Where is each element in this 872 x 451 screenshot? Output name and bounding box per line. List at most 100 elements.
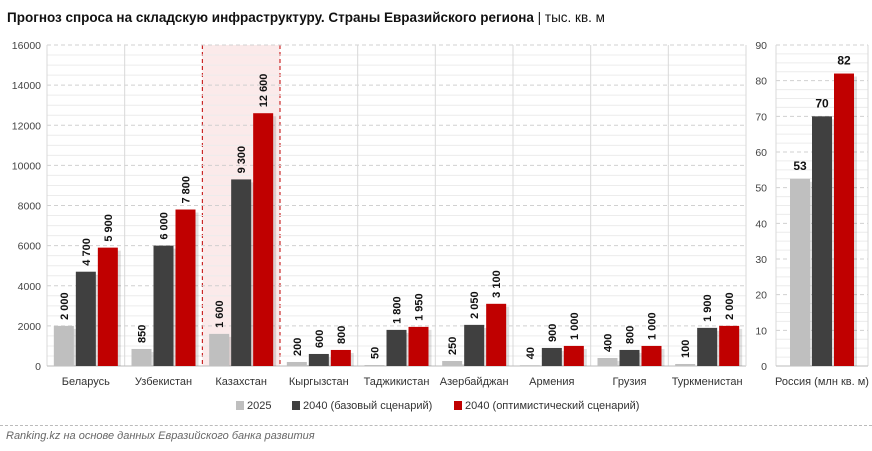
bar bbox=[97, 247, 118, 366]
bar bbox=[153, 245, 174, 366]
y-tick-label: 10 bbox=[755, 325, 767, 337]
y-tick-label: 16000 bbox=[12, 40, 41, 52]
y-tick-label: 14000 bbox=[12, 80, 41, 92]
data-label: 40 bbox=[525, 347, 537, 359]
bar bbox=[330, 349, 351, 366]
data-label: 5 900 bbox=[103, 214, 115, 242]
source-note: Ranking.kz на основе данных Евразийского… bbox=[6, 430, 315, 442]
data-label: 1 600 bbox=[214, 300, 226, 328]
data-label: 4 700 bbox=[81, 238, 93, 266]
data-label: 2 050 bbox=[469, 291, 481, 319]
bar bbox=[286, 361, 307, 366]
bar bbox=[131, 348, 152, 366]
y-tick-label: 8000 bbox=[18, 201, 42, 213]
data-label: 7 800 bbox=[181, 176, 193, 204]
x-tick-label: Туркменистан bbox=[672, 376, 743, 388]
bar bbox=[53, 325, 74, 366]
data-label: 9 300 bbox=[236, 146, 248, 174]
y-tick-label: 80 bbox=[755, 76, 767, 88]
data-label: 1 900 bbox=[702, 294, 714, 322]
bar bbox=[175, 209, 196, 366]
data-label: 600 bbox=[314, 330, 326, 348]
bar bbox=[812, 116, 832, 366]
bar bbox=[464, 324, 485, 366]
data-label: 1 000 bbox=[647, 312, 659, 340]
y-tick-label: 30 bbox=[755, 254, 767, 266]
bar bbox=[563, 345, 584, 366]
bar bbox=[597, 357, 618, 366]
x-tick-label: Беларусь bbox=[62, 376, 110, 388]
data-label: 82 bbox=[837, 54, 851, 68]
legend-swatch bbox=[236, 401, 244, 410]
bar bbox=[386, 329, 407, 366]
y-tick-label: 50 bbox=[755, 183, 767, 195]
data-label: 6 000 bbox=[159, 212, 171, 240]
x-tick-label: Казахстан bbox=[215, 376, 267, 388]
legend-label: 2025 bbox=[247, 400, 272, 412]
data-label: 53 bbox=[793, 159, 807, 173]
bar bbox=[442, 360, 463, 366]
x-tick-label: Кыргызстан bbox=[289, 376, 349, 388]
y-tick-label: 60 bbox=[755, 147, 767, 159]
y-tick-label: 20 bbox=[755, 290, 767, 302]
bar bbox=[834, 73, 854, 367]
bar bbox=[253, 113, 274, 367]
data-label: 70 bbox=[815, 96, 829, 110]
bar bbox=[619, 349, 640, 366]
y-tick-label: 40 bbox=[755, 218, 767, 230]
data-label: 3 100 bbox=[491, 270, 503, 298]
bar bbox=[231, 179, 252, 366]
data-label: 800 bbox=[336, 326, 348, 344]
data-label: 2 000 bbox=[724, 292, 736, 320]
y-tick-label: 6000 bbox=[18, 241, 42, 253]
data-label: 1 000 bbox=[569, 312, 581, 340]
bar bbox=[308, 353, 329, 366]
y-tick-label: 0 bbox=[761, 361, 767, 373]
data-label: 100 bbox=[680, 340, 692, 358]
legend-label: 2040 (базовый сценарий) bbox=[303, 400, 433, 412]
legend-swatch bbox=[292, 401, 300, 410]
data-label: 200 bbox=[292, 338, 304, 356]
legend-label: 2040 (оптимистический сценарий) bbox=[465, 400, 640, 412]
unit-text: | тыс. кв. м bbox=[537, 10, 605, 25]
bar bbox=[408, 326, 429, 366]
bar bbox=[209, 333, 230, 366]
x-tick-label: Таджикистан bbox=[364, 376, 430, 388]
y-tick-label: 4000 bbox=[18, 281, 42, 293]
bar bbox=[697, 327, 718, 366]
y-tick-label: 70 bbox=[755, 111, 767, 123]
data-label: 900 bbox=[547, 324, 559, 342]
bar bbox=[75, 271, 96, 366]
bar bbox=[364, 364, 385, 366]
data-label: 250 bbox=[447, 337, 459, 355]
y-tick-label: 2000 bbox=[18, 321, 42, 333]
y-tick-label: 10000 bbox=[12, 160, 41, 172]
legend-item-base: 2040 (базовый сценарий) bbox=[292, 400, 432, 412]
data-label: 50 bbox=[370, 347, 382, 359]
bar bbox=[519, 365, 540, 366]
x-tick-label: Грузия bbox=[613, 376, 647, 388]
legend-item-2025: 2025 bbox=[236, 400, 271, 412]
x-tick-label: Узбекистан bbox=[135, 376, 192, 388]
data-label: 1 800 bbox=[392, 296, 404, 324]
title-text: Прогноз спроса на складскую инфраструкту… bbox=[7, 10, 534, 25]
data-label: 800 bbox=[625, 326, 637, 344]
bar bbox=[541, 347, 562, 366]
data-label: 12 600 bbox=[258, 74, 270, 108]
bar bbox=[675, 363, 696, 366]
data-label: 1 950 bbox=[414, 293, 426, 321]
data-label: 2 000 bbox=[59, 292, 71, 320]
x-tick-label: Азербайджан bbox=[440, 376, 509, 388]
bar bbox=[790, 178, 810, 366]
bar bbox=[719, 325, 740, 366]
divider bbox=[0, 425, 872, 426]
data-label: 850 bbox=[137, 325, 149, 343]
chart-title: Прогноз спроса на складскую инфраструкту… bbox=[7, 10, 605, 25]
legend-swatch bbox=[454, 401, 462, 410]
data-label: 400 bbox=[603, 334, 615, 352]
y-tick-label: 0 bbox=[35, 361, 41, 373]
bar bbox=[641, 345, 662, 366]
x-tick-label: Россия (млн кв. м) bbox=[775, 376, 869, 388]
x-tick-label: Армения bbox=[529, 376, 574, 388]
